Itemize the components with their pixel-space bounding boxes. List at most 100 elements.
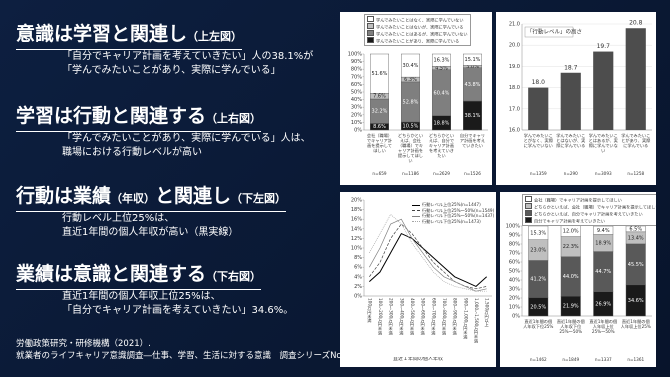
legend-label: 行動レベル下位25%〜50%(n=1437) [422,213,495,218]
y-tick-label: 16% [351,217,362,223]
legend: 会社（職場）でキャリア計画を提示してほしい どちらかといえば、会社（職場）でキャリ… [522,194,656,226]
x-tick-label: 100万円未満 [367,298,373,323]
legend-swatch [525,196,532,202]
value-label: 41.2% [530,277,546,283]
legend-swatch [412,210,420,211]
legend-swatch [412,215,420,217]
x-tick-label: 学んでみたいことがなく、実際に学んでいない [523,133,553,148]
n-label: n=1337 [594,357,612,362]
heading-text: 業績は意識と関連する [16,263,207,285]
value-label: 18.8% [434,120,450,126]
value-label: 4.5% [435,66,448,72]
value-label: 21.9% [563,304,579,310]
x-tick-label: 会社（職場）でキャリア計画を提示してほしい [366,133,393,153]
legend-entry: 学んでみたいことはあるが、実際に学んでいない [367,30,468,37]
value-label: 7.6% [373,94,386,100]
y-tick-label: 12% [351,236,362,242]
legend-entry: 学んでみたいことがあり、実際に学んでいる [367,37,468,44]
n-label: n=2629 [433,171,450,176]
y-tick-label: 80% [351,67,362,73]
y-tick-label: 40% [509,278,520,284]
x-tick-label: 300〜400万円未満 [399,298,405,335]
heading: 学習は行動と関連する（上右図） [16,104,262,132]
y-tick-label: 30% [509,287,520,293]
value-label: 45.5% [628,262,644,268]
source-line: 就業者のライフキャリア意識調査―仕事、学習、生活に対する意識 調査シリーズNo.… [16,351,378,361]
y-tick-label: 2% [354,284,362,290]
legend-label: 自分でキャリア計画を考えていきたい [534,218,605,224]
chart-panel: 0% 10% 20% 30% 40% 50% 60% 70% 80% 90% 100% 8.6% 32.… [340,12,492,185]
n-label: n=1361 [627,357,645,362]
y-tick-label: 8% [354,255,362,261]
y-tick-label: 18% [351,207,362,213]
x-tick-label: 400〜500万円未満 [410,298,415,335]
section: 業績は意識と関連する（下右図） 直近1年間の個人年収上位25%は、 「自分でキャ… [16,262,293,318]
heading-ref: （上右図） [206,112,262,125]
value-label: 6.5% [629,226,642,232]
y-tick-label: 70% [509,251,520,257]
x-tick-label: 100〜200万円未満 [378,298,383,335]
chart-panel: 0% 10% 20% 30% 40% 50% 60% 70% 80% 90% 100% 20.5% 41… [500,192,656,367]
x-tick-label: 直近1年間の個人年収上位25% [620,319,651,329]
heading-ref: （下右図） [206,270,262,283]
bar-segment [401,53,421,78]
y-tick-label: 70% [351,74,362,80]
y-tick-label: 100% [348,52,363,58]
body-line: 「自分でキャリア計画を考えていきたい」34.6%。 [62,305,294,316]
value-label: 43.8% [465,82,481,88]
bar [625,28,646,131]
value-label: 44.7% [595,269,611,275]
source-line: 労働政策研究・研修機構（2021）. [16,339,151,349]
bar [593,51,614,131]
y-tick-label: 10% [351,246,362,252]
value-label: 15.3% [530,230,546,236]
value-label: 51.6% [372,71,388,77]
n-label: n=1462 [529,357,547,362]
y-tick-label: 30% [351,105,362,111]
y-tick-label: 40% [351,97,362,103]
legend-entry: 学んでみたいことはないが、実際に学んでいる [367,23,468,30]
legend-label: どちらかといえば、自分でキャリア計画を考えていきたい [534,211,643,217]
x-axis-title: 直近１年間の個人年収 [392,357,443,362]
n-label: n=3093 [594,171,612,176]
value-label: 10.5% [403,124,419,130]
x-tick-label: 学んでみたいことがあり、実際に学んでいる [621,133,651,148]
section: 意識は学習と関連し（上左図） 「自分でキャリア計画を考えていきたい」人の38.1… [16,22,313,78]
legend-entry: 自分でキャリア計画を考えていきたい [525,217,656,224]
y-tick-label: 20% [351,112,362,118]
legend-entry: どちらかといえば、自分でキャリア計画を考えていきたい [525,210,656,217]
bar-segment [431,53,451,67]
heading-ref: （下左図） [231,192,287,205]
x-tick-label: 直近1年間の個人年収下位25%〜50% [556,319,585,334]
x-tick-label: 1,500万円以上 [484,298,490,327]
value-label: 16.3% [434,58,450,64]
y-tick-label: 20.0 [509,43,520,49]
body-line: 「自分でキャリア計画を考えていきたい」人の38.1%が [62,51,314,62]
body-line: 行動レベル上位25%は、 [62,213,175,224]
heading: 業績は意識と関連する（下右図） [16,262,262,290]
y-tick-label: 10% [509,305,520,311]
value-label: 3.0% [466,64,479,70]
value-label: 18.0 [532,79,546,86]
heading-ref: （上左図） [187,30,243,43]
legend: 学んでみたいことはなく、実際に学んでいない 学んでみたいことはないが、実際に学んで… [364,14,471,46]
x-tick-label: 直近1年間の個人年収下位25% [523,319,554,329]
body-line: 「学んでみたいことがあり、実際に学んでいる」 [62,65,281,76]
legend-swatch [367,16,374,22]
y-tick-label: 20% [509,296,520,302]
x-tick-label: 200〜300万円未満 [388,298,394,335]
legend-label: 行動レベル上位25%(n=1447) [422,202,481,207]
y-tick-label: 50% [351,90,362,96]
heading-text: （年収） [111,192,156,205]
x-tick-label: 600〜700万円未満 [431,298,437,335]
x-tick-label: 直近1年間の個人年収上位25%〜50% [589,319,618,334]
value-label: 52.8% [403,99,419,105]
bar-segment [462,53,482,66]
line [368,232,488,287]
source: 労働政策研究・研修機構（2021）. 就業者のライフキャリア意識調査―仕事、学習… [16,338,377,362]
legend-entry: 会社（職場）でキャリア計画を提示してほしい [525,196,656,203]
y-tick-label: 0% [354,294,362,300]
value-label: 30.4% [403,63,419,69]
n-label: n=1526 [464,171,481,176]
bar [560,72,581,130]
